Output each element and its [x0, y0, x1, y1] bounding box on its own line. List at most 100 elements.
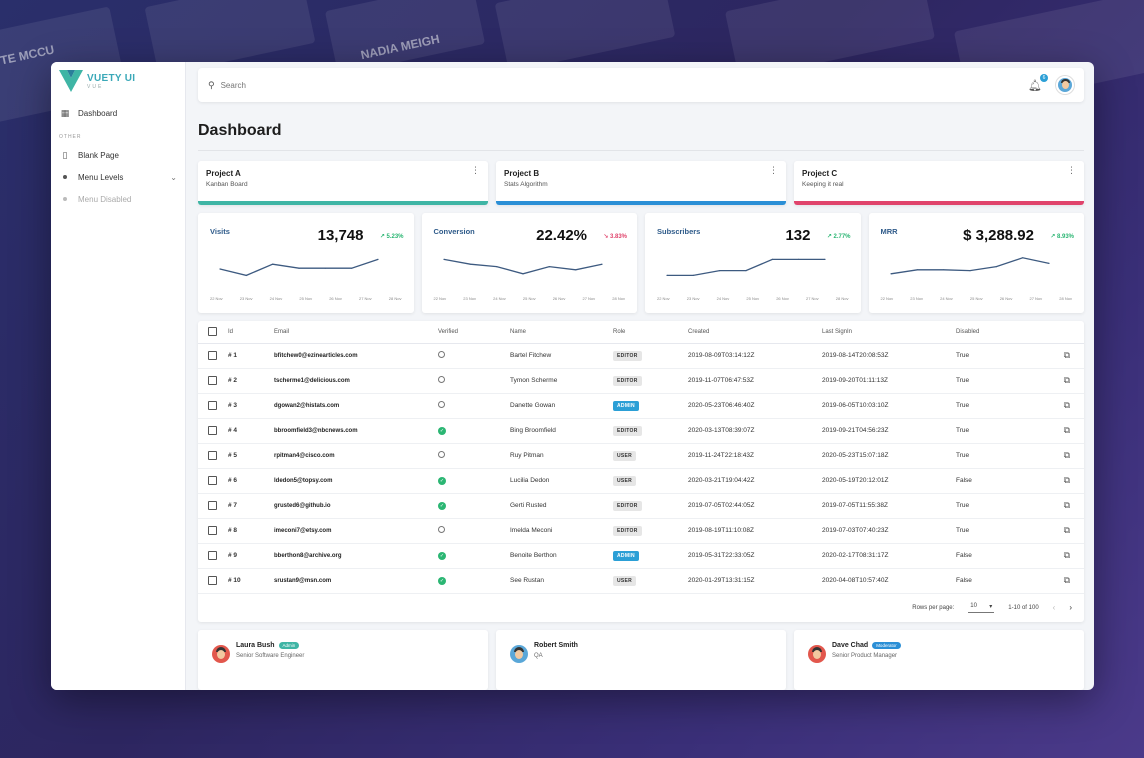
person-card[interactable]: Dave Chad Moderator Senior Product Manager — [794, 629, 1084, 690]
table-row[interactable]: # 4 bbroomfield3@nbcnews.com ✓ Bing Broomfi… — [198, 418, 1084, 444]
table-row[interactable]: # 3 dgowan2@histats.com Danette Gowan ADMIN… — [198, 393, 1084, 419]
x-tick-label: 27 Nov — [1029, 296, 1043, 301]
x-tick-label: 28 Nov — [612, 296, 625, 301]
row-checkbox[interactable] — [208, 451, 217, 460]
row-checkbox[interactable] — [208, 376, 217, 385]
cell-disabled: False — [956, 543, 1036, 569]
more-vertical-icon[interactable]: ⋮ — [471, 165, 480, 175]
role-badge: EDITOR — [613, 350, 642, 361]
person-card[interactable]: Robert Smith QA — [496, 629, 786, 690]
search-input[interactable] — [220, 80, 1029, 90]
row-checkbox[interactable] — [208, 401, 217, 410]
open-external-icon[interactable]: ⧉ — [1063, 500, 1070, 510]
open-external-icon[interactable]: ⧉ — [1063, 375, 1070, 385]
sparkline-point — [916, 269, 918, 271]
column-header-email[interactable]: Email — [274, 321, 438, 344]
column-header-last-signin[interactable]: Last SignIn — [822, 321, 956, 344]
check-circle-icon: ✓ — [438, 576, 446, 585]
row-checkbox[interactable] — [208, 351, 217, 360]
table-row[interactable]: # 1 bfitchew0@ezinearticles.com Bartel Fit… — [198, 343, 1084, 369]
open-external-icon[interactable]: ⧉ — [1063, 550, 1070, 560]
sparkline-series — [219, 258, 379, 277]
cell-verified: ✓ — [438, 468, 510, 494]
search-icon: ⚲ — [208, 79, 215, 90]
open-external-icon[interactable]: ⧉ — [1063, 450, 1070, 460]
table-pagination: Rows per page: 10 ▾ 1-10 of 100 ‹ › — [198, 594, 1084, 622]
cell-email: dgowan2@histats.com — [274, 393, 438, 419]
open-external-icon[interactable]: ⧉ — [1063, 525, 1070, 535]
logo[interactable]: VUETY UI VUE — [51, 70, 185, 102]
sparkline-series — [443, 258, 602, 275]
row-checkbox[interactable] — [208, 526, 217, 535]
project-color-bar — [496, 201, 786, 205]
project-card[interactable]: Project A Kanban Board ⋮ — [198, 161, 488, 205]
person-role-badge: Admin — [278, 641, 300, 649]
cell-verified: ✓ — [438, 493, 510, 519]
cell-created: 2019-11-07T06:47:53Z — [688, 368, 822, 394]
x-axis-ticks: 22 Nov 23 Nov 24 Nov 25 Nov 26 Nov 27 Nov 28 N… — [881, 296, 1073, 301]
column-header-name[interactable]: Name — [510, 321, 613, 344]
table-row[interactable]: # 6 ldedon5@topsy.com ✓ Lucilia Dedon USER 20… — [198, 468, 1084, 494]
cell-role: EDITOR — [613, 493, 688, 519]
cell-id: # 5 — [228, 443, 274, 469]
sidebar-item-dashboard[interactable]: ▦ Dashboard — [51, 102, 185, 124]
sidebar: VUETY UI VUE ▦ Dashboard OTHER ▯ Blank P… — [51, 62, 186, 690]
person-title: Senior Product Manager — [832, 652, 898, 659]
next-page-button[interactable]: › — [1069, 603, 1072, 612]
bullet-icon — [59, 193, 71, 205]
table-row[interactable]: # 8 imeconi7@etsy.com Imelda Meconi EDITOR 2… — [198, 518, 1084, 544]
row-checkbox[interactable] — [208, 501, 217, 510]
column-header-role[interactable]: Role — [613, 321, 688, 344]
open-external-icon[interactable]: ⧉ — [1063, 475, 1070, 485]
table-row[interactable]: # 7 grusted6@github.io ✓ Gerti Rusted EDITOR… — [198, 493, 1084, 519]
table-row[interactable]: # 2 tscherme1@delicious.com Tymon Scherme E… — [198, 368, 1084, 394]
project-card[interactable]: Project C Keeping it real ⋮ — [794, 161, 1084, 205]
x-tick-label: 26 Nov — [329, 296, 342, 301]
column-header-id[interactable]: Id — [228, 321, 274, 344]
role-badge: EDITOR — [613, 500, 642, 511]
open-external-icon[interactable]: ⧉ — [1063, 400, 1070, 410]
arrow-up-right-icon: ↗ — [1050, 234, 1057, 240]
empty-circle-icon — [438, 376, 445, 383]
project-card[interactable]: Project B Stats Algorithm ⋮ — [496, 161, 786, 205]
bell-icon: 🔔︎ — [1028, 79, 1042, 92]
x-tick-label: 28 Nov — [388, 296, 402, 301]
role-badge: EDITOR — [613, 425, 642, 436]
table-row[interactable]: # 5 rpitman4@cisco.com Ruy Pitman USER 2019-… — [198, 443, 1084, 469]
cell-verified: ✓ — [438, 568, 510, 594]
stat-value: 13,748 — [317, 227, 364, 244]
notification-button[interactable]: 🔔︎ 6 — [1028, 73, 1048, 92]
open-external-icon[interactable]: ⧉ — [1063, 425, 1070, 435]
row-checkbox[interactable] — [208, 576, 217, 585]
table-row[interactable]: # 9 bberthon8@archive.org ✓ Benoite Berthon… — [198, 543, 1084, 569]
table-row[interactable]: # 10 srustan9@msn.com ✓ See Rustan USER 2020-… — [198, 568, 1084, 594]
person-name: Dave Chad — [832, 641, 869, 649]
sparkline-point — [377, 258, 379, 260]
cell-role: EDITOR — [613, 343, 688, 369]
open-external-icon[interactable]: ⧉ — [1063, 350, 1070, 360]
sparkline-point — [1021, 257, 1023, 259]
previous-page-button[interactable]: ‹ — [1052, 603, 1056, 612]
row-checkbox[interactable] — [208, 426, 217, 435]
more-vertical-icon[interactable]: ⋮ — [1067, 165, 1076, 175]
column-header-created[interactable]: Created — [688, 321, 822, 344]
rows-per-page-select[interactable]: 10 ▾ — [968, 603, 995, 613]
top-bar: ⚲ 🔔︎ 6 — [198, 68, 1084, 102]
column-header-disabled[interactable]: Disabled — [956, 321, 1036, 344]
cell-verified — [438, 393, 510, 419]
sidebar-item-menu-levels[interactable]: Menu Levels ⌄ — [51, 166, 185, 188]
cell-verified: ✓ — [438, 418, 510, 444]
person-card[interactable]: Laura Bush Admin Senior Software Engineer — [198, 629, 488, 690]
sidebar-item-blank-page[interactable]: ▯ Blank Page — [51, 144, 185, 166]
select-all-checkbox[interactable] — [208, 327, 217, 337]
more-vertical-icon[interactable]: ⋮ — [769, 165, 778, 175]
user-avatar[interactable] — [1056, 76, 1074, 94]
column-header-verified[interactable]: Verified — [438, 321, 510, 344]
sparkline-point — [968, 270, 971, 272]
cell-name: Tymon Scherme — [510, 368, 613, 394]
cell-disabled: True — [956, 393, 1036, 419]
open-external-icon[interactable]: ⧉ — [1063, 575, 1070, 585]
row-checkbox[interactable] — [208, 476, 217, 485]
row-checkbox[interactable] — [208, 551, 217, 560]
cell-role: ADMIN — [613, 543, 688, 569]
